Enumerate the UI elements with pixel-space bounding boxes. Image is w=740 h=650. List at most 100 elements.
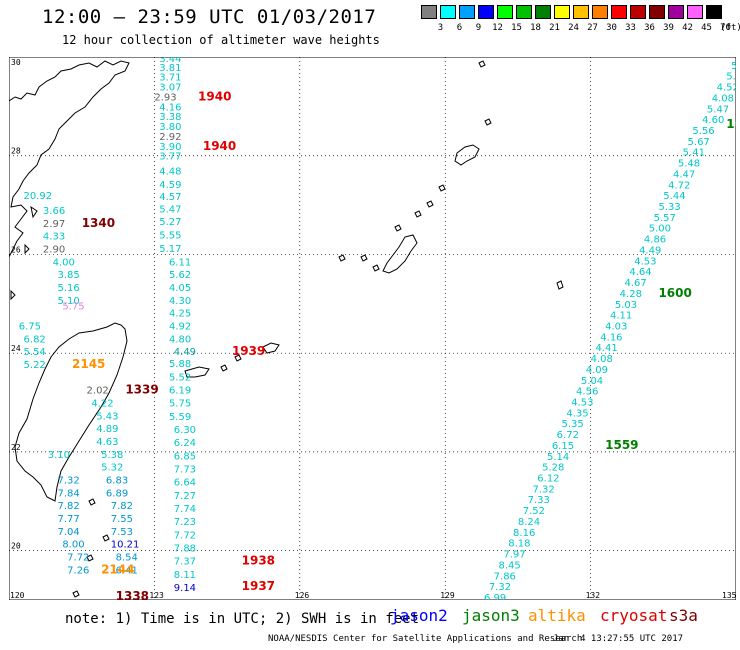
legend-label: 3 [437, 23, 444, 33]
wave-height-reading: 6.64 [174, 477, 196, 488]
wave-height-reading: 4.03 [605, 321, 627, 332]
wave-height-reading: 6.30 [174, 425, 196, 436]
wave-height-reading: 6.24 [174, 438, 196, 449]
wave-height-reading: 4.92 [169, 321, 191, 332]
wave-height-reading: 2.92 [159, 132, 181, 143]
satellite-altika: altika [528, 606, 586, 625]
wave-height-reading: 6.41 [116, 565, 138, 576]
legend-label: 21 [549, 23, 560, 33]
pass-time-label: 1559 [605, 438, 638, 452]
wave-height-reading: 6.82 [24, 334, 46, 345]
wave-height-reading: 7.52 [523, 506, 545, 517]
wave-height-reading: 3.66 [43, 206, 65, 217]
legend-swatch [706, 5, 722, 19]
wave-height-reading: 6.99 [484, 593, 506, 600]
wave-height-reading: 4.67 [625, 278, 647, 289]
legend-unit: (ft) [720, 23, 740, 33]
map-subtitle: 12 hour collection of altimeter wave hei… [62, 33, 380, 47]
wave-height-reading: 8.00 [62, 540, 84, 551]
wave-height-reading: 3.07 [159, 83, 181, 94]
wave-height-reading: 4.05 [169, 283, 191, 294]
wave-height-reading: 7.27 [174, 491, 196, 502]
wave-height-reading: 7.33 [528, 495, 550, 506]
wave-height-reading: 7.26 [67, 565, 89, 576]
legend-swatch [440, 5, 456, 19]
wave-height-reading: 7.72 [174, 530, 196, 541]
legend-swatch [497, 5, 513, 19]
axis-tick-labels: 120 123 126 129 132 135 30 28 26 24 22 20 [10, 58, 736, 600]
wave-height-reading: 5.88 [169, 359, 191, 370]
wave-height-reading: 7.82 [57, 501, 79, 512]
pass-time-label: 1339 [125, 383, 158, 397]
wave-height-reading: 4.35 [566, 408, 588, 419]
credit-line: NOAA/NESDIS Center for Satellite Applica… [268, 634, 583, 644]
wave-height-reading: 7.77 [57, 514, 79, 525]
wave-height-reading: 5.62 [169, 270, 191, 281]
satellite-s3a: s3a [669, 606, 698, 625]
wave-height-reading: 6.12 [537, 474, 559, 485]
legend-label: 33 [625, 23, 636, 33]
wave-height-reading: 5.52 [169, 372, 191, 383]
legend-label: 36 [644, 23, 655, 33]
wave-height-reading: 5.57 [654, 213, 676, 224]
wave-height-reading: 7.72 [67, 553, 89, 564]
lat-lon-grid [9, 57, 736, 600]
wave-height-reading: 5.54 [24, 347, 46, 358]
wave-height-reading: 7.32 [489, 582, 511, 593]
wave-height-reading: 8.16 [513, 528, 535, 539]
wave-height-reading: 9.14 [174, 583, 196, 594]
wave-height-readings: 3.443.813.713.074.163.383.803.903.774.48… [19, 57, 736, 600]
wave-height-reading: 5.10 [57, 296, 79, 307]
wave-height-reading: 7.73 [174, 465, 196, 476]
legend-swatch [668, 5, 684, 19]
pass-time-label: 1937 [242, 579, 275, 593]
wave-height-reading: 7.82 [111, 501, 133, 512]
legend-label: 24 [568, 23, 579, 33]
wave-height-reading: 5.44 [663, 191, 685, 202]
wave-height-reading: 4.53 [571, 398, 593, 409]
wave-height-reading: 6.11 [169, 257, 191, 268]
wave-height-reading: 3.77 [159, 152, 181, 163]
wave-height-reading: 5.16 [57, 283, 79, 294]
legend-label: 6 [456, 23, 463, 33]
legend-label: 42 [682, 23, 693, 33]
okinawa-coastline [382, 234, 418, 274]
legend-label: 12 [492, 23, 503, 33]
wave-height-reading: 3.71 [159, 73, 181, 84]
wave-height-reading: 2.90 [43, 244, 65, 255]
wave-height-reading: 4.72 [668, 180, 690, 191]
wave-height-reading: 5.14 [547, 452, 569, 463]
wave-height-reading: 4.57 [159, 192, 181, 203]
pass-time-label: 2145 [72, 357, 105, 371]
wave-height-reading: 5.27 [159, 217, 181, 228]
lon-tick-label: 123 [149, 591, 164, 600]
lon-tick-label: 135 [722, 591, 736, 600]
wave-height-reading: 5.28 [542, 463, 564, 474]
lat-tick-label: 22 [11, 443, 21, 452]
units-note: note: 1) Time is in UTC; 2) SWH is in fe… [65, 611, 420, 627]
wave-height-reading: 5.59 [169, 412, 191, 423]
wave-height-reading: 4.48 [159, 166, 181, 177]
coastlines [9, 60, 564, 598]
pass-time-label: 1600 [658, 286, 691, 300]
legend-label: 27 [587, 23, 598, 33]
wave-height-reading: 4.49 [174, 347, 196, 358]
wave-height-reading: 4.08 [712, 93, 734, 104]
pass-time-label: 1938 [242, 553, 275, 567]
lat-tick-label: 20 [11, 542, 21, 551]
wave-height-reading: 5.75 [62, 302, 84, 313]
legend-swatch [535, 5, 551, 19]
wave-height-reading: 6.19 [169, 386, 191, 397]
ishigaki-coastline [184, 366, 210, 378]
wave-height-reading: 5.48 [678, 159, 700, 170]
wave-height-reading: 3.81 [159, 63, 181, 74]
legend-swatch [516, 5, 532, 19]
wave-height-reading: 4.86 [644, 235, 666, 246]
wave-height-reading: 4.59 [159, 180, 181, 191]
wave-height-reading: 4.33 [43, 232, 65, 243]
legend-swatch [630, 5, 646, 19]
lat-tick-label: 24 [11, 344, 21, 353]
wave-height-reading: 4.16 [600, 332, 622, 343]
wave-height-reading: 6.89 [106, 488, 128, 499]
